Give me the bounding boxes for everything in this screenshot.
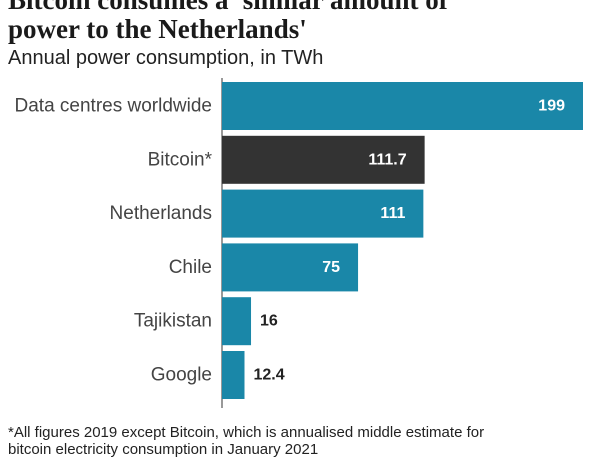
- chart-title: Bitcoin consumes a 'similar amount of po…: [8, 0, 598, 44]
- footnote-line-2: bitcoin electricity consumption in Janua…: [8, 441, 319, 458]
- chart-title-line-1: Bitcoin consumes a 'similar amount of: [8, 0, 448, 15]
- bar-chile: [222, 243, 359, 292]
- value-label-google: 12.4: [253, 367, 284, 384]
- value-label-netherlands: 111: [380, 205, 405, 222]
- bar-google: [222, 351, 245, 399]
- category-label-data-centres-worldwide: Data centres worldwide: [15, 96, 212, 117]
- category-label-tajikistan: Tajikistan: [134, 311, 212, 332]
- chart-subtitle: Annual power consumption, in TWh: [8, 47, 324, 69]
- chart-title-line-2: power to the Netherlands': [8, 14, 307, 44]
- value-label-chile: 75: [322, 259, 340, 276]
- category-label-netherlands: Netherlands: [110, 203, 212, 224]
- footnote-line-1: *All figures 2019 except Bitcoin, which …: [8, 424, 485, 441]
- bar-data-centres-worldwide: [222, 82, 583, 130]
- bar-tajikistan: [222, 297, 252, 346]
- category-label-bitcoin: Bitcoin*: [148, 149, 213, 170]
- bar-netherlands: [222, 189, 424, 238]
- bars-group: Data centres worldwide 199 Bitcoin* 111.7 Ne…: [15, 82, 583, 399]
- category-label-google: Google: [151, 365, 212, 386]
- footnote: *All figures 2019 except Bitcoin, which …: [8, 424, 568, 458]
- category-label-chile: Chile: [169, 257, 212, 278]
- value-label-bitcoin: 111.7: [368, 151, 406, 168]
- value-label-tajikistan: 16: [260, 313, 278, 330]
- bar-bitcoin: [222, 135, 425, 184]
- value-label-data-centres-worldwide: 199: [538, 98, 565, 115]
